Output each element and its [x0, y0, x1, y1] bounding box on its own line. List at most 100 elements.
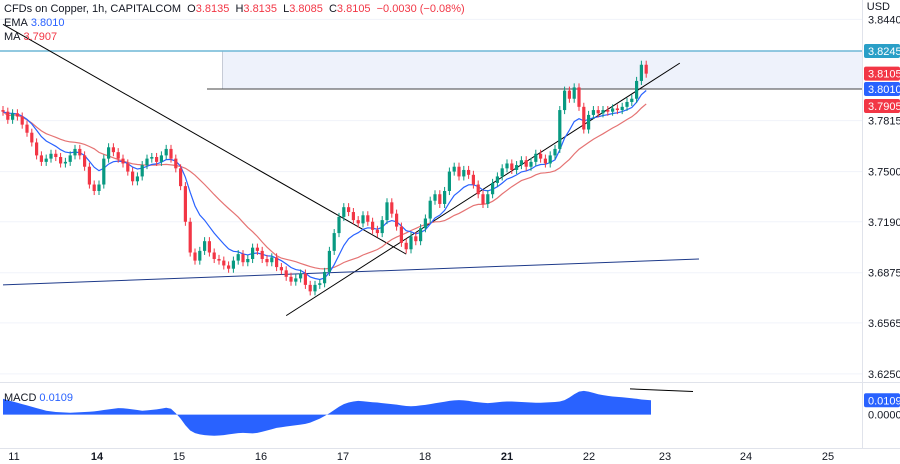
price-tick-label: 3.7815 [868, 116, 900, 128]
candle-body [534, 153, 538, 162]
candle-body [203, 241, 207, 251]
candle-body [265, 258, 269, 263]
candle-body [505, 163, 509, 169]
candle-body [44, 158, 48, 162]
candle-body [30, 132, 34, 143]
candle-body [255, 247, 259, 251]
price-tag-label: 3.8105 [868, 69, 900, 81]
candle-body [1, 110, 5, 112]
candle-body [611, 108, 615, 112]
candle-body [548, 155, 552, 164]
time-tick-label: 14 [91, 451, 104, 463]
candle-body [169, 148, 173, 159]
candle-body [342, 207, 346, 217]
currency-label: USD [866, 1, 890, 13]
candle-body [347, 207, 351, 213]
candle-body [577, 87, 581, 107]
candle-body [294, 278, 298, 282]
candle-body [606, 110, 610, 112]
candle-body [587, 114, 591, 130]
candle-body [59, 157, 63, 164]
time-tick-label: 24 [740, 451, 752, 463]
macd-tick-label: 0.0000 [868, 410, 900, 422]
price-tick-label: 3.7190 [868, 217, 900, 229]
candle-body [476, 184, 480, 195]
candle-body [227, 265, 231, 269]
candle-body [615, 108, 619, 111]
candle-body [385, 202, 389, 221]
candle-body [11, 113, 15, 120]
trendline-support [2, 258, 700, 286]
candle-body [116, 152, 120, 159]
ma-legend: MA 3.7907 [4, 30, 57, 44]
candle-body [174, 158, 178, 169]
candle-body [351, 212, 355, 221]
time-tick-label: 15 [173, 451, 185, 463]
candle-body [567, 90, 571, 99]
candle-body [452, 166, 456, 172]
candle-body [126, 163, 130, 172]
open-label: O [187, 3, 196, 15]
candle-body [35, 142, 39, 156]
candle-body [390, 202, 394, 214]
candle-body [97, 184, 101, 191]
price-tick-label: 3.6565 [868, 318, 900, 330]
time-tick-label: 16 [255, 451, 267, 463]
price-tag-ema [864, 82, 900, 97]
time-tick-label: 21 [501, 451, 513, 463]
candle-body [366, 215, 370, 222]
candle-body [68, 155, 72, 162]
candle-body [572, 87, 576, 99]
candle-body [25, 124, 29, 133]
candle-body [20, 116, 24, 125]
time-tick-label: 18 [419, 451, 431, 463]
low-label: L [283, 3, 290, 15]
candle-body [356, 220, 360, 224]
candle-body [241, 254, 245, 263]
candle-body [399, 226, 403, 243]
time-tick-label: 23 [659, 451, 671, 463]
ma-label: MA [4, 31, 21, 43]
candle-body [486, 194, 490, 204]
candle-body [231, 260, 235, 269]
price-tick-label: 3.6250 [868, 369, 900, 381]
candle-body [140, 165, 144, 177]
candle-body [107, 147, 111, 159]
candle-body [409, 236, 413, 250]
candle-body [467, 169, 471, 175]
candle-body [457, 166, 461, 177]
candle-body [625, 101, 629, 107]
close-label: C [328, 3, 337, 15]
candle-body [270, 257, 274, 263]
candle-body [428, 200, 432, 219]
candle-body [54, 153, 58, 158]
candle-body [375, 229, 379, 234]
candle-body [207, 241, 211, 253]
candle-body [15, 113, 19, 117]
candle-body [92, 184, 96, 191]
candle-body [462, 169, 466, 177]
low-value: 3.8085 [289, 3, 323, 15]
candle-body [414, 236, 418, 242]
candle-body [131, 171, 135, 182]
candle-body [260, 250, 264, 259]
price-tag-label: 3.7905 [868, 101, 900, 113]
candle-body [323, 271, 327, 284]
candle-body [395, 213, 399, 227]
candle-body [419, 228, 423, 242]
candle-body [193, 252, 197, 261]
candle-body [145, 158, 149, 166]
candle-body [620, 106, 624, 111]
candle-body [481, 194, 485, 204]
candle-body [217, 258, 221, 261]
open-value: 3.8135 [195, 3, 230, 15]
candle-body [553, 148, 557, 156]
candle-body [519, 160, 523, 166]
candle-body [87, 166, 91, 185]
candle-body [289, 276, 293, 282]
macd-value-tag [864, 393, 900, 408]
candle-body [39, 155, 43, 162]
candle-body [198, 250, 202, 261]
candle-body [337, 216, 341, 234]
